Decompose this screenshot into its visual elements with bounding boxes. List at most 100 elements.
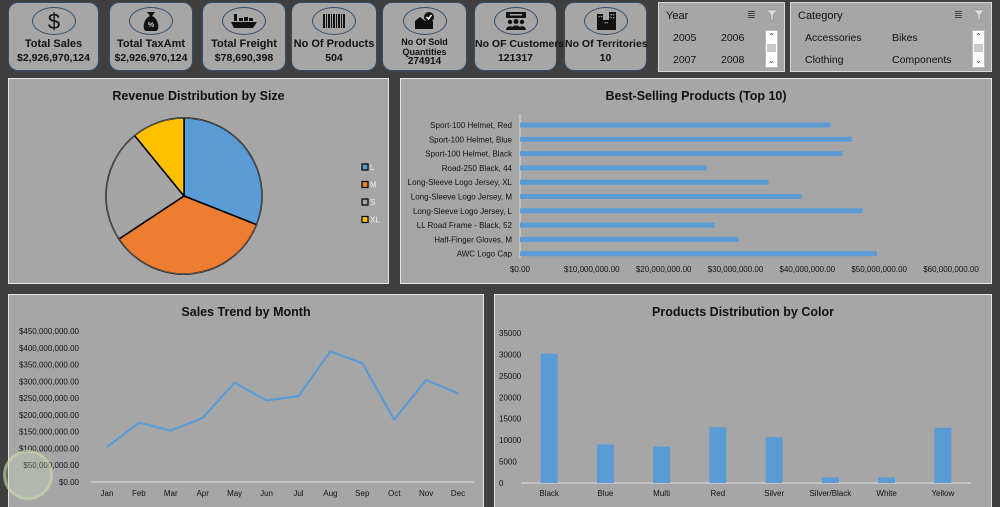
slicer-item[interactable]: 2007	[673, 54, 697, 66]
kpi-value: 10	[599, 52, 612, 64]
y-tick-label: 0	[499, 479, 504, 488]
legend-swatch	[361, 180, 369, 189]
slicer-item[interactable]: 2008	[721, 54, 745, 66]
customers-icon	[493, 7, 538, 35]
y-tick-label: $200,000,000.00	[19, 411, 80, 420]
y-tick-label: 10000	[499, 436, 522, 445]
y-tick-label: Half-Finger Gloves, M	[434, 235, 512, 244]
scroll-thumb[interactable]	[974, 44, 983, 52]
clear-filter-icon[interactable]	[973, 8, 985, 26]
scroll-thumb[interactable]	[767, 44, 776, 52]
bar-white	[878, 477, 896, 483]
bar	[520, 236, 739, 242]
x-tick-label: Red	[711, 489, 726, 498]
bar-blue	[596, 444, 614, 483]
y-tick-label: $400,000,000.00	[19, 344, 80, 353]
x-tick-label: Black	[539, 489, 560, 498]
y-tick-label: 15000	[499, 415, 522, 424]
legend-label: S	[370, 198, 375, 207]
barcode-icon	[312, 7, 356, 35]
kpi-card-customers: No OF Customers 121317	[474, 2, 565, 71]
chart-title: Sales Trend by Month	[181, 305, 311, 319]
pie-chart-panel[interactable]: Revenue Distribution by Size L M S XL	[8, 78, 389, 284]
slicer-title: Year	[666, 10, 689, 22]
slicer-item[interactable]: Components	[892, 54, 952, 66]
line-chart: $0.00$50,000,000.00$100,000,000.00$150,0…	[19, 327, 474, 498]
bar-yellow	[934, 427, 952, 483]
kpi-card-products: No Of Products 504	[291, 2, 377, 71]
y-tick-label: $450,000,000.00	[19, 327, 80, 336]
y-tick-label: Sport-100 Helmet, Blue	[429, 135, 513, 144]
y-tick-label: $150,000,000.00	[19, 428, 80, 437]
y-tick-label: $100,000,000.00	[19, 444, 80, 453]
kpi-value: $2,926,970,124	[17, 52, 90, 64]
kpi-value: $78,690,398	[214, 52, 274, 64]
kpi-label: No OF Customers	[475, 38, 565, 50]
legend-label: XL	[370, 216, 380, 225]
x-tick-label: Blue	[597, 489, 614, 498]
x-tick-label: Jul	[293, 489, 303, 498]
pie-chart: LMS XL	[105, 117, 380, 275]
y-tick-label: 5000	[499, 458, 517, 467]
cargo-ship-icon	[222, 7, 266, 35]
vertical-bar-chart: 0 5000 10000 15000 20000 25000 30000 35000 Black…	[499, 329, 971, 498]
bar	[520, 151, 843, 157]
scroll-up-icon[interactable]: ⌃	[768, 32, 775, 41]
x-tick-label: $50,000,000.00	[851, 265, 907, 274]
bar	[520, 194, 802, 199]
slicer-scrollbar[interactable]: ⌃ ⌄	[972, 30, 985, 68]
bar	[520, 136, 852, 142]
slicer-item[interactable]: 2006	[721, 32, 745, 44]
bar-black	[540, 353, 558, 483]
kpi-label: No Of Products	[293, 38, 375, 50]
slicer-item[interactable]: 2005	[673, 32, 697, 44]
kpi-label: Total TaxAmt	[116, 38, 186, 50]
multi-select-icon[interactable]: ≣	[953, 9, 963, 21]
bar-silver	[765, 437, 783, 483]
x-tick-label: Aug	[323, 489, 337, 498]
x-tick-label: Oct	[388, 489, 401, 498]
slicer-item[interactable]: Accessories	[805, 32, 862, 44]
chart-title: Best-Selling Products (Top 10)	[605, 89, 787, 103]
y-tick-label: 25000	[499, 372, 522, 381]
x-tick-label: $40,000,000.00	[780, 265, 836, 274]
x-tick-label: Silver/Black	[809, 489, 852, 498]
clear-filter-icon[interactable]	[766, 8, 778, 26]
slicer-item[interactable]: Bikes	[892, 32, 918, 44]
x-tick-label: $60,000,000.00	[923, 265, 979, 274]
x-tick-label: Silver	[764, 489, 784, 498]
multi-select-icon[interactable]: ≣	[746, 9, 756, 21]
y-tick-label: $350,000,000.00	[19, 361, 80, 370]
year-slicer: Year ≣ 2005 2006 2007 2008 ⌃ ⌄	[658, 2, 785, 72]
chart-title: Revenue Distribution by Size	[112, 89, 285, 103]
scroll-down-icon[interactable]: ⌄	[975, 56, 982, 65]
svg-text:$: $	[47, 9, 59, 33]
y-tick-label: $300,000,000.00	[19, 377, 80, 386]
slicer-scrollbar[interactable]: ⌃ ⌄	[765, 30, 778, 68]
pie-slice-m	[117, 195, 258, 275]
legend-swatch	[361, 215, 369, 224]
line-chart-panel[interactable]: Sales Trend by Month $0.00 $50,000,000.00…	[8, 294, 484, 507]
chart-title: Products Distribution by Color	[652, 305, 834, 319]
x-tick-label: $30,000,000.00	[708, 265, 764, 274]
kpi-card-total-freight: Total Freight $78,690,398	[202, 2, 286, 71]
color-bar-chart-panel[interactable]: Products Distribution by Color 0 5000 1000…	[494, 294, 992, 507]
x-tick-label: Multi	[653, 489, 670, 498]
bar	[520, 179, 769, 185]
svg-text:%: %	[148, 22, 154, 29]
kpi-label: No Of Territories	[565, 38, 648, 50]
bar	[520, 208, 863, 214]
slicer-item[interactable]: Clothing	[805, 54, 844, 66]
y-tick-label: 35000	[499, 329, 522, 338]
kpi-value: 504	[325, 52, 343, 64]
sales-line	[106, 350, 459, 448]
x-tick-label: Dec	[451, 489, 465, 498]
x-tick-label: Apr	[196, 489, 209, 498]
scroll-down-icon[interactable]: ⌄	[768, 56, 775, 65]
bar-chart-panel[interactable]: Best-Selling Products (Top 10) Sport-100…	[400, 78, 992, 284]
legend-label: L	[370, 163, 375, 172]
y-tick-label: $250,000,000.00	[19, 394, 80, 403]
x-tick-label: Jan	[101, 489, 114, 498]
scroll-up-icon[interactable]: ⌃	[975, 32, 982, 41]
kpi-value: 274914	[407, 56, 442, 67]
